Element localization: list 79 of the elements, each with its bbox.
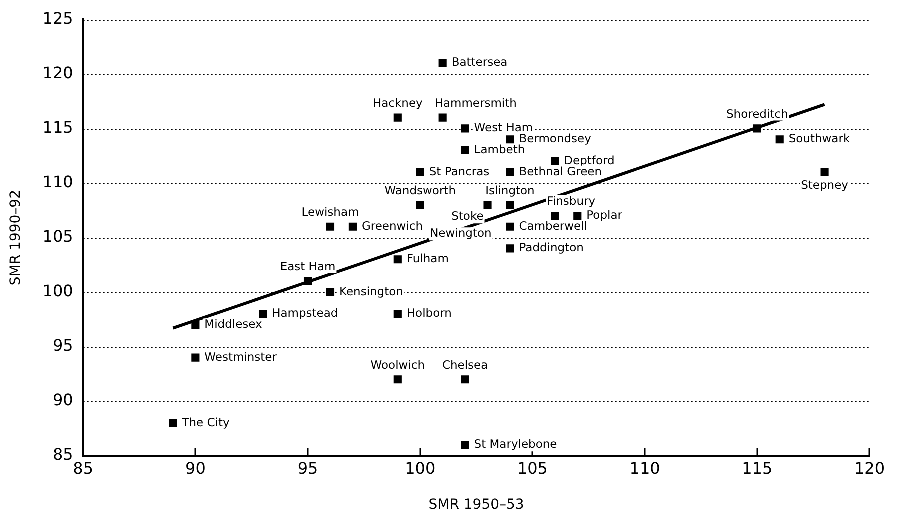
- point: [394, 114, 402, 122]
- point: [394, 376, 402, 384]
- data-label: Islington: [486, 183, 535, 198]
- y-tick-label: 85: [52, 445, 74, 464]
- point: [753, 124, 762, 133]
- data-label: West Ham: [474, 120, 534, 135]
- point: [438, 114, 447, 122]
- point: [484, 201, 492, 210]
- point: [394, 310, 402, 318]
- y-tick-label: 100: [42, 282, 74, 301]
- data-label: Greenwich: [362, 218, 424, 233]
- point: [506, 168, 514, 176]
- x-tick-label: 110: [630, 458, 660, 478]
- data-label: Middlesex: [204, 317, 263, 332]
- point: [574, 212, 582, 220]
- y-tick-label: 105: [42, 226, 74, 246]
- data-label: Chelsea: [442, 358, 488, 372]
- point: [820, 168, 829, 176]
- x-tick-label: 85: [73, 458, 94, 478]
- point: [326, 222, 335, 231]
- point: [416, 201, 424, 210]
- data-label: Camberwell: [519, 218, 588, 233]
- data-label: Woolwich: [370, 358, 425, 372]
- point: [461, 124, 470, 133]
- x-tick-label: 115: [742, 458, 773, 478]
- y-tick-label: 90: [52, 390, 74, 410]
- point: [348, 222, 357, 231]
- point: [506, 201, 514, 210]
- data-label: St Marylebone: [474, 437, 558, 452]
- point: [506, 136, 514, 144]
- point: [551, 157, 560, 166]
- point: [169, 419, 178, 428]
- data-label: Southwark: [788, 132, 850, 146]
- point: [304, 277, 312, 286]
- data-label: St Pancras: [429, 164, 490, 178]
- y-tick-label: 95: [52, 336, 74, 356]
- point: [461, 146, 470, 155]
- y-axis-title: SMR 1990–92: [8, 190, 24, 286]
- x-tick-label: 100: [405, 458, 436, 478]
- point: [192, 354, 200, 362]
- y-tick-label: 125: [42, 8, 74, 28]
- y-tick-label: 115: [42, 118, 74, 137]
- point: [551, 212, 560, 220]
- point: [506, 222, 514, 231]
- point: [461, 376, 470, 384]
- data-label: Hackney: [372, 96, 424, 110]
- point: [394, 256, 402, 264]
- y-tick-label: 120: [42, 63, 74, 82]
- data-label: East Ham: [280, 260, 336, 274]
- data-label: Finsbury: [547, 194, 596, 208]
- data-label: Hammersmith: [434, 96, 517, 110]
- point: [192, 321, 200, 330]
- data-label: Holborn: [406, 306, 452, 320]
- data-label: Fulham: [406, 252, 449, 266]
- point: [776, 136, 784, 144]
- point: [461, 441, 470, 450]
- data-label: Westminster: [204, 350, 278, 364]
- x-tick-label: 105: [517, 458, 548, 478]
- data-label: Hampstead: [272, 306, 338, 320]
- data-label: Shoreditch: [726, 106, 788, 121]
- point: [326, 288, 335, 296]
- data-label: Stoke Newington: [430, 209, 492, 240]
- point: [416, 168, 424, 176]
- x-tick-label: 90: [186, 458, 206, 478]
- data-label: Poplar: [586, 208, 623, 222]
- data-label: Kensington: [339, 284, 404, 298]
- data-label: Stepney: [801, 178, 849, 192]
- data-label: Lewisham: [302, 205, 360, 220]
- data-label: Battersea: [452, 55, 508, 70]
- point: [259, 310, 268, 318]
- x-axis-title: SMR 1950–53: [428, 497, 524, 514]
- data-label: Wandsworth: [384, 183, 456, 198]
- data-label: Paddington: [519, 240, 584, 255]
- data-label: The City: [181, 415, 230, 430]
- y-tick-label: 110: [42, 172, 74, 192]
- point: [506, 244, 514, 253]
- point: [438, 59, 447, 68]
- x-tick-label: 120: [854, 458, 886, 478]
- x-tick-label: 95: [298, 458, 318, 478]
